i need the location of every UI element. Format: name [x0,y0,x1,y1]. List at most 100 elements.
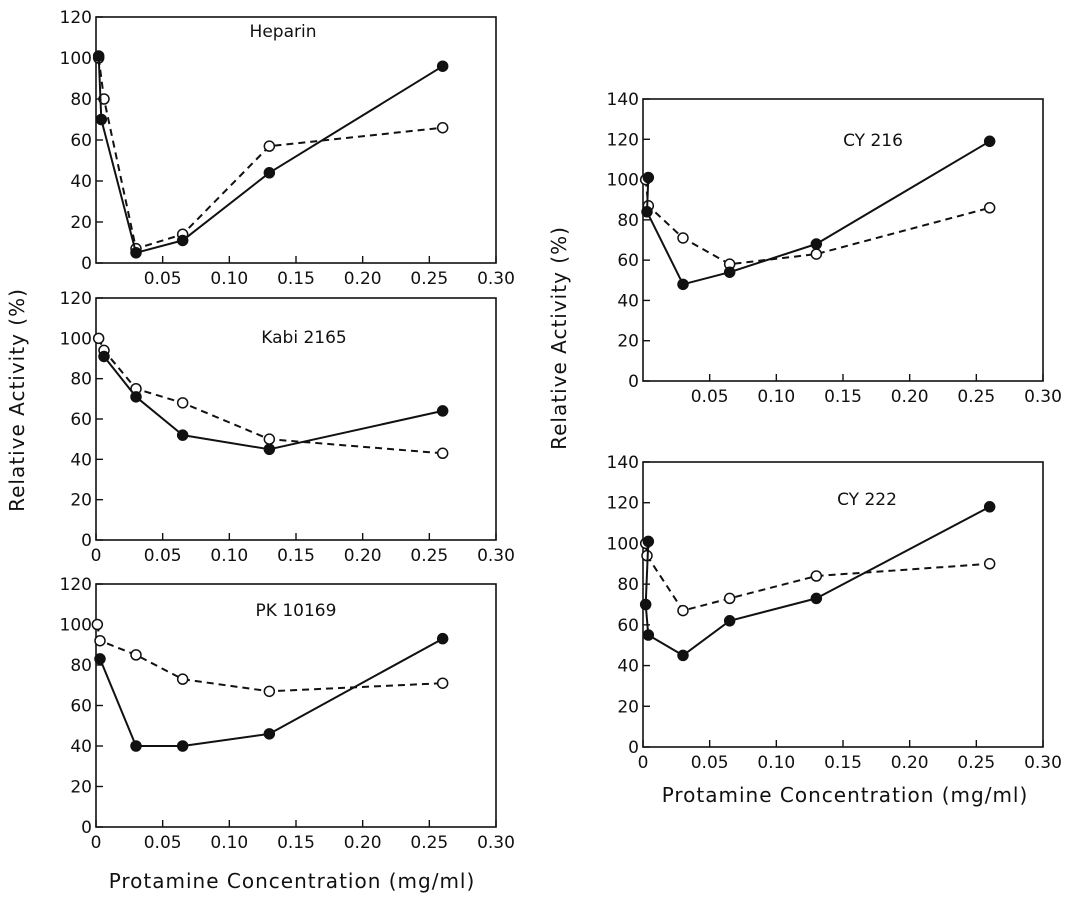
data-point-open [263,685,276,698]
x-tick-label: 0.10 [757,753,795,773]
y-tick-label: 40 [70,737,92,757]
x-tick-label: 0.30 [477,546,515,566]
y-tick-label: 80 [617,575,639,595]
x-tick-label: 0.10 [757,387,795,407]
y-tick-label: 120 [607,130,639,150]
y-tick-label: 20 [617,332,639,352]
x-tick-label: 0.10 [210,833,248,853]
panel-title: Kabi 2165 [261,328,346,348]
data-point-filled [436,405,449,417]
x-tick-label: 0.30 [1024,387,1062,407]
data-point-filled [130,247,142,259]
series-line-filled-solid [646,140,991,286]
x-tick-label: 0.20 [891,753,929,773]
panel-pk-10169: 0 20 40 60 80 100 120 0 0.05 0.10 0.15 0.20 0.25 0.30… [60,575,515,853]
data-point-open [677,232,689,244]
x-tick-label: 0.05 [691,753,729,773]
y-tick-label: 120 [60,8,92,28]
data-point-filled [176,429,189,441]
y-tick-label: 100 [60,49,92,69]
data-point-open [436,447,449,460]
data-point-filled [723,266,736,278]
data-point-open [263,433,276,445]
x-tick-label: 0.15 [277,546,315,566]
panels: 0 20 40 60 80 100 120 0.05 0.10 0.15 0.20 0.25 0.30 H… [60,8,1062,853]
data-point-filled [983,501,996,513]
y-tick-label: 120 [607,494,639,514]
data-point-filled [94,653,106,665]
series-line-filled-solid [97,55,444,254]
y-tick-label: 120 [60,289,92,309]
data-point-open [176,397,189,409]
series-line-open-dashed [97,337,443,455]
data-point-filled [810,592,823,605]
x-tick-label: 0.15 [277,833,315,853]
x-tick-label: 0.05 [691,387,729,407]
y-tick-label: 80 [70,370,92,390]
data-point-filled [677,649,689,662]
y-tick-label: 40 [617,291,639,311]
data-point-filled [983,135,996,148]
data-point-open [436,677,449,689]
panel-title: CY 222 [837,490,897,510]
x-tick-label: 0.15 [824,753,862,773]
y-tick-label: 140 [607,453,639,473]
y-tick-label: 60 [70,697,92,717]
panel-cy-216: 0 20 40 60 80 100 120 140 0.05 0.10 0.15 0.20 0.25 0.… [607,90,1062,407]
y-tick-label: 0 [81,254,92,274]
y-tick-label: 120 [60,575,92,595]
y-tick-label: 80 [617,211,639,231]
x-tick-label: 0.15 [277,269,315,289]
data-point-open [983,202,996,214]
data-point-open [983,558,996,570]
y-tick-label: 40 [70,172,92,192]
data-point-open [92,332,105,345]
data-point-filled [130,740,142,752]
data-point-open [94,634,106,647]
data-point-open [810,248,823,260]
y-tick-label: 0 [628,372,639,392]
x-tick-label: 0 [91,546,102,566]
y-tick-label: 20 [70,491,92,511]
x-tick-label: 0.10 [210,546,248,566]
y-tick-label: 80 [70,656,92,676]
y-tick-label: 20 [617,697,639,717]
data-point-filled [98,350,110,363]
x-tick-label: 0.10 [210,269,248,289]
x-tick-label: 0.20 [344,833,382,853]
plot-frame [95,16,497,264]
y-tick-label: 60 [70,131,92,151]
y-tick-label: 60 [617,251,639,271]
y-tick-label: 0 [81,531,92,551]
data-point-filled [263,167,276,179]
y-tick-label: 100 [60,616,92,636]
data-point-filled [176,740,189,752]
y-axis-title-right: Relative Activity (%) [547,226,571,450]
data-point-filled [642,535,655,548]
data-point-filled [641,206,653,218]
x-tick-label: 0.20 [344,546,382,566]
y-tick-label: 100 [607,171,639,191]
data-point-open [130,649,142,661]
y-tick-label: 100 [607,534,639,554]
data-point-filled [436,60,449,72]
series-line-open-dashed [96,624,443,693]
x-tick-label: 0.25 [410,269,448,289]
y-tick-label: 100 [60,329,92,349]
panel-heparin: 0 20 40 60 80 100 120 0.05 0.10 0.15 0.20 0.25 0.30 H… [60,8,515,289]
series-line-open-dashed [97,57,443,250]
x-tick-label: 0.30 [477,269,515,289]
panel-title: CY 216 [843,131,903,151]
y-tick-label: 20 [70,778,92,798]
y-tick-label: 140 [607,90,639,110]
x-tick-label: 0.25 [410,833,448,853]
data-point-filled [263,728,276,740]
x-tick-label: 0.20 [344,269,382,289]
data-point-filled [677,278,689,291]
y-tick-label: 20 [70,213,92,233]
x-tick-label: 0 [91,833,102,853]
y-tick-label: 60 [70,410,92,430]
x-axis-title-right: Protamine Concentration (mg/ml) [662,783,1029,807]
data-point-open [176,673,189,685]
